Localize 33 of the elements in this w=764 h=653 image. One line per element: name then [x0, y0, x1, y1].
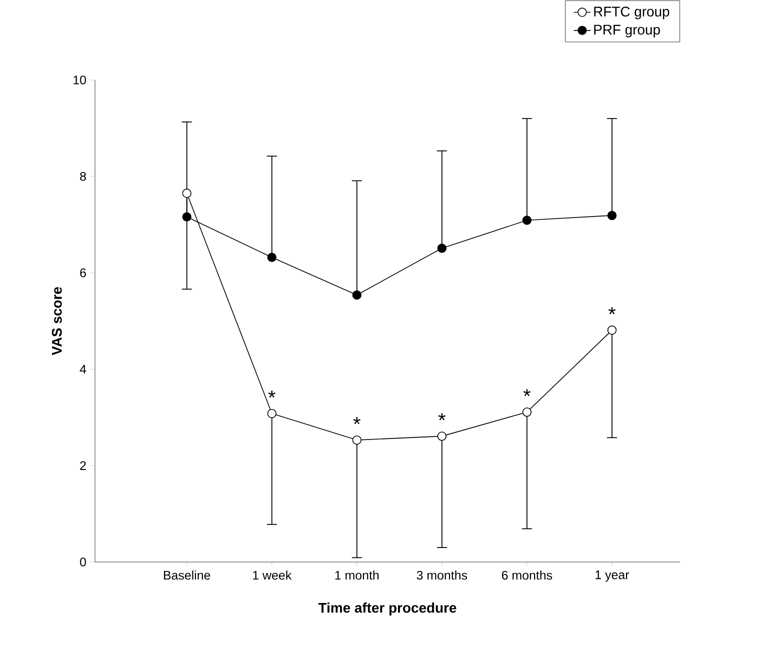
x-tick-label: 6 months [502, 570, 552, 580]
x-tick-label: 1 year [596, 570, 630, 582]
annotation: * [438, 413, 446, 420]
point [267, 252, 276, 262]
annotation: * [353, 417, 360, 424]
y-tick-label: 10 [74, 76, 86, 84]
point [182, 188, 192, 198]
point [182, 212, 192, 222]
legend-label: RFTC group [594, 6, 670, 20]
y-tick-label: 2 [80, 461, 86, 470]
annotation: * [608, 307, 616, 314]
legend-label: PRF group [594, 24, 660, 38]
point [522, 216, 532, 225]
annotation: * [268, 390, 276, 398]
x-tick-label: 1 week [253, 570, 292, 580]
y-tick-label: 8 [80, 172, 86, 181]
x-axis-title: Time after procedure [318, 602, 456, 616]
point [267, 408, 276, 418]
x-tick-label: 1 month [335, 570, 379, 580]
y-tick-label: 6 [80, 268, 86, 278]
point [352, 290, 362, 300]
x-tick-label: 3 months [416, 570, 468, 580]
y-tick-label: 4 [80, 364, 86, 374]
point [607, 326, 617, 335]
y-axis-title: VAS score [52, 287, 62, 356]
point [522, 407, 532, 417]
annotation: * [523, 389, 531, 396]
point [607, 210, 617, 220]
x-tick-label: Baseline [164, 570, 210, 580]
point [437, 244, 447, 253]
point [352, 435, 362, 445]
y-tick-label: 0 [80, 558, 86, 566]
point [437, 432, 447, 441]
